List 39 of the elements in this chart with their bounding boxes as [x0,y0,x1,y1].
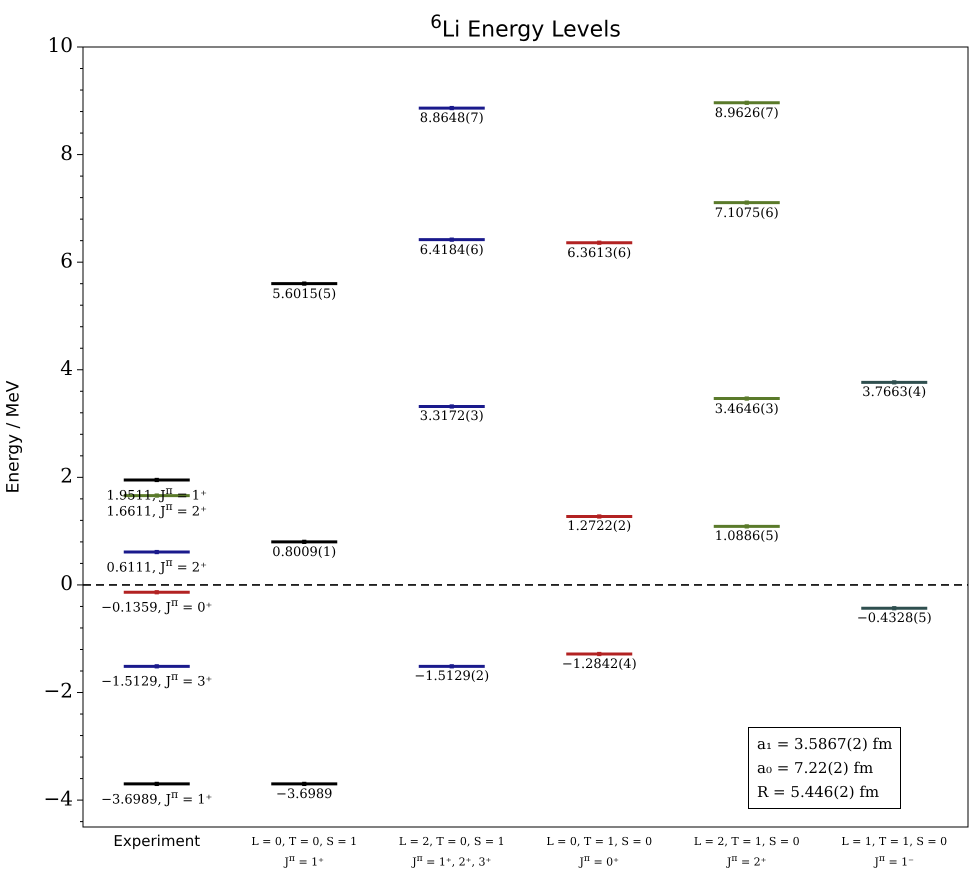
y-axis-title: Energy / MeV [4,380,24,494]
data-label: 1.2722(2) [567,519,632,534]
annotation: a₁ = 3.5867(2) fm [757,734,892,755]
chart-title: $^{6}$Li Energy Levels [429,12,622,42]
data-label: −0.4328(5) [856,611,932,626]
y-tick-label: −4 [44,786,73,810]
data-label: 8.8648(7) [420,111,484,126]
data-label: 3.3172(3) [420,409,484,424]
data-label: 3.4646(3) [714,402,779,417]
x-tick-label: L = 1, T = 1, S = 0 J$^{π}$ = 1⁻ [841,834,948,871]
x-tick-label: L = 0, T = 0, S = 1 J$^{π}$ = 1⁺ [251,834,358,871]
data-label: −0.1359, J$^{π}$ = 0⁺ [101,596,212,616]
x-tick-label: L = 0, T = 1, S = 0 J$^{π}$ = 0⁺ [546,834,652,871]
data-label: −3.6989 [276,786,332,802]
x-tick-label: L = 2, T = 1, S = 0 J$^{π}$ = 2⁺ [694,834,800,871]
annotation: a₀ = 7.22(2) fm [757,758,874,779]
data-label: −1.5129, J$^{π}$ = 3⁺ [101,670,212,690]
x-tick-label: L = 2, T = 0, S = 1 J$^{π}$ = 1⁺, 2⁺, 3⁺ [398,834,505,871]
data-label: 0.6111, J$^{π}$ = 2⁺ [106,556,207,576]
data-label: 7.1075(6) [714,206,779,221]
annotation: R = 5.446(2) fm [757,782,880,803]
data-label: 0.8009(1) [272,544,336,560]
data-label: −1.2842(4) [562,657,637,672]
y-tick-label: 6 [60,248,73,272]
x-tick-label: Experiment [113,832,200,850]
data-label: −3.6989, J$^{π}$ = 1⁺ [101,788,212,808]
y-tick-label: 2 [60,464,73,488]
data-label: 5.6015(5) [272,286,336,302]
y-tick-label: −2 [44,678,73,703]
data-label: 1.0886(5) [714,529,779,544]
y-tick-label: 4 [60,356,73,380]
data-label: 6.4184(6) [420,242,484,258]
y-tick-label: 8 [60,140,73,165]
data-label: 6.3613(6) [567,246,632,261]
data-label: 3.7663(4) [862,385,926,400]
y-tick-label: 0 [60,571,73,596]
data-label: −1.5129(2) [414,669,490,684]
data-label: 8.9626(7) [714,106,779,121]
y-tick-label: 10 [48,33,73,58]
